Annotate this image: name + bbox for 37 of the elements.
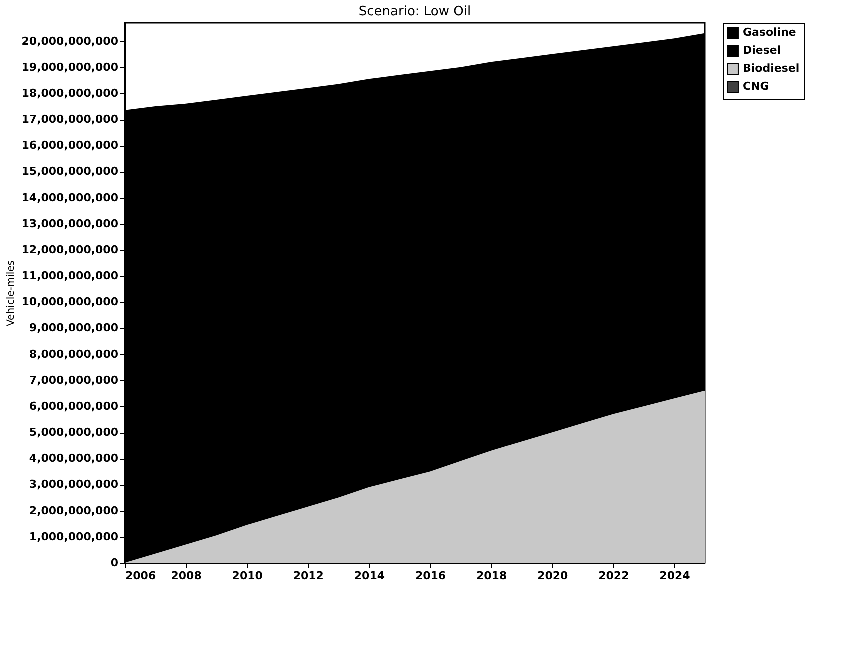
y-tick-label: 18,000,000,000 <box>22 86 119 100</box>
x-tick-label: 2022 <box>598 570 630 582</box>
y-tick-label: 19,000,000,000 <box>22 60 119 74</box>
y-tick-label: 5,000,000,000 <box>29 426 119 440</box>
y-tick-label: 4,000,000,000 <box>29 452 119 466</box>
y-tick-label: 6,000,000,000 <box>29 400 119 413</box>
y-tick-label: 14,000,000,000 <box>22 191 119 204</box>
y-axis-title: Vehicle-miles <box>6 260 17 327</box>
y-tick-label: 3,000,000,000 <box>29 478 119 492</box>
chart-title: Scenario: Low Oil <box>358 4 472 20</box>
y-tick-label: 12,000,000,000 <box>22 243 119 256</box>
y-tick-label: 16,000,000,000 <box>22 139 119 152</box>
x-tick-label: 2014 <box>354 570 386 582</box>
x-tick-label: 2008 <box>171 570 202 582</box>
legend-label: CNG <box>743 80 770 93</box>
y-tick-label: 1,000,000,000 <box>29 530 119 544</box>
y-tick-label: 17,000,000,000 <box>22 113 119 126</box>
x-tick-label: 2016 <box>415 570 446 582</box>
legend-label: Diesel <box>743 44 782 57</box>
y-tick-label: 0 <box>110 556 119 570</box>
x-tick-label: 2018 <box>476 570 508 582</box>
y-tick-label: 13,000,000,000 <box>22 217 119 230</box>
y-tick-label: 9,000,000,000 <box>29 322 119 335</box>
y-tick-label: 15,000,000,000 <box>22 165 119 178</box>
legend-label: Biodiesel <box>743 62 800 75</box>
x-tick-label: 2010 <box>232 570 264 582</box>
x-tick-label: 2006 <box>126 570 156 582</box>
y-tick-label: 2,000,000,000 <box>29 504 119 518</box>
y-tick-label: 8,000,000,000 <box>29 348 119 361</box>
x-tick-label: 2012 <box>293 570 324 582</box>
x-tick-label: 2020 <box>538 570 569 582</box>
y-tick-label: 11,000,000,000 <box>22 270 119 283</box>
x-tick-label: 2024 <box>660 570 691 582</box>
y-tick-label: 10,000,000,000 <box>22 296 119 309</box>
y-tick-label: 20,000,000,000 <box>22 34 119 48</box>
legend-label: Gasoline <box>743 26 796 39</box>
y-tick-label: 7,000,000,000 <box>29 374 119 387</box>
